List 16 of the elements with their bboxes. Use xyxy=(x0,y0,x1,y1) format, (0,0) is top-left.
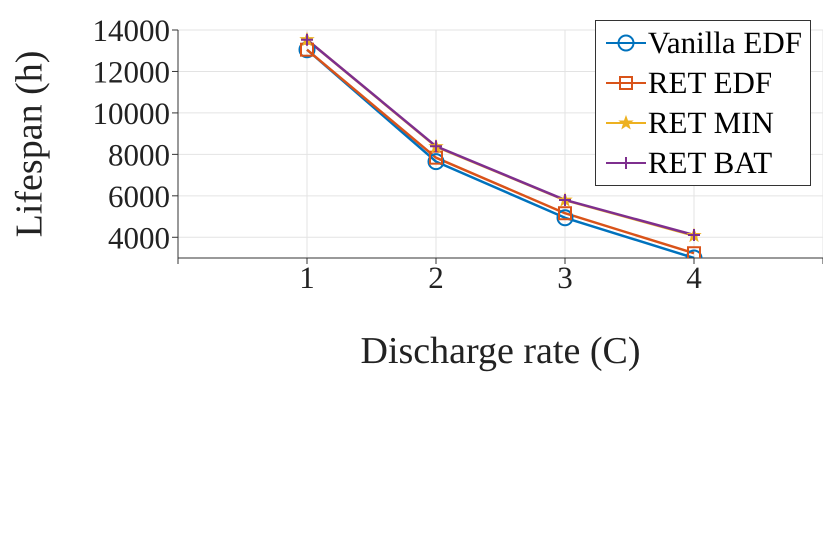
x-tick-label: 3 xyxy=(557,260,573,296)
y-tick-label: 12000 xyxy=(92,54,170,90)
y-tick-label: 14000 xyxy=(92,13,170,48)
x-tick-label: 2 xyxy=(428,260,444,296)
y-axis-title: Lifespan (h) xyxy=(8,50,50,238)
x-tick-label: 4 xyxy=(686,260,702,296)
y-tick-label: 10000 xyxy=(92,96,170,131)
legend-label: RET MIN xyxy=(648,104,774,142)
x-tick-label: 1 xyxy=(299,260,315,296)
y-tick-label: 6000 xyxy=(108,178,170,214)
legend-label: Vanilla EDF xyxy=(648,24,802,62)
y-tick-label: 8000 xyxy=(108,137,170,172)
x-axis-title: Discharge rate (C) xyxy=(360,330,640,372)
y-tick-label: 4000 xyxy=(108,220,170,256)
legend-label: RET EDF xyxy=(648,64,772,102)
legend-label: RET BAT xyxy=(648,144,772,182)
